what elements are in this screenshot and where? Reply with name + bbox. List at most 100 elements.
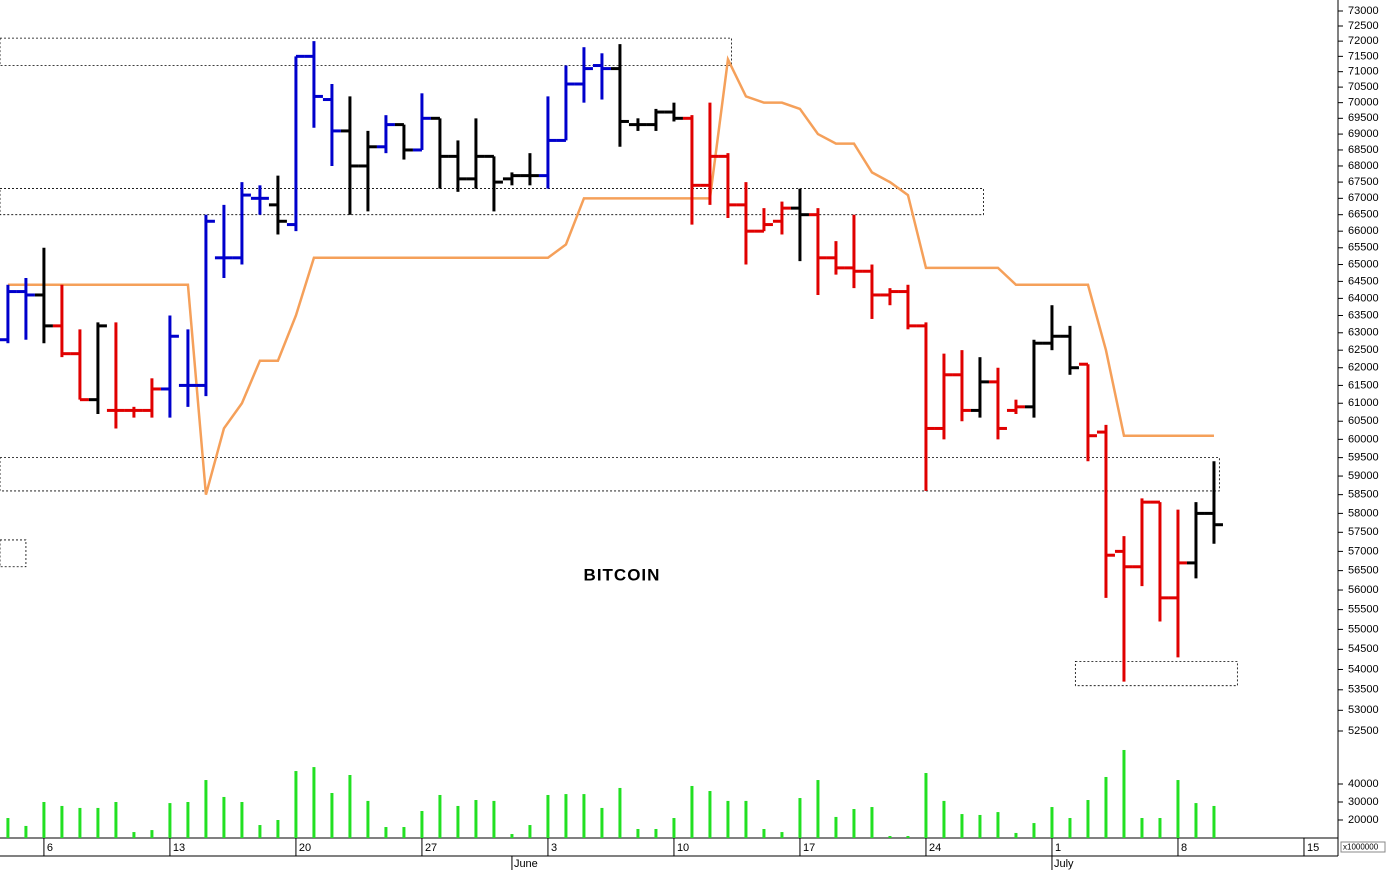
volume-bar bbox=[258, 825, 262, 838]
x-tick-label: 24 bbox=[929, 842, 941, 854]
volume-bar bbox=[978, 814, 982, 838]
y-tick-label: 55500 bbox=[1348, 604, 1379, 616]
volume-bar bbox=[672, 818, 676, 838]
y-tick-label: 59000 bbox=[1348, 470, 1379, 482]
y-tick-label: 71500 bbox=[1348, 50, 1379, 62]
y-tick-label: 57500 bbox=[1348, 526, 1379, 538]
volume-bar bbox=[798, 798, 802, 838]
y-tick-label: 70000 bbox=[1348, 97, 1379, 109]
volume-bar bbox=[96, 807, 100, 838]
volume-bar bbox=[222, 796, 226, 838]
volume-bar bbox=[996, 812, 1000, 838]
y-tick-label: 65500 bbox=[1348, 242, 1379, 254]
zone bbox=[0, 37, 732, 66]
y-tick-label: 53500 bbox=[1348, 684, 1379, 696]
volume-bar bbox=[456, 805, 460, 838]
volume-bar bbox=[1068, 818, 1072, 838]
volume-bar bbox=[924, 773, 928, 838]
x-tick-label: 6 bbox=[47, 842, 53, 854]
y-tick-label: 72500 bbox=[1348, 20, 1379, 32]
volume-bar bbox=[150, 830, 154, 838]
y-tick-label: 68500 bbox=[1348, 144, 1379, 156]
y-tick-label: 63000 bbox=[1348, 327, 1379, 339]
y2-tick-label: 20000 bbox=[1348, 814, 1379, 826]
volume-bar bbox=[1122, 749, 1126, 838]
volume-bar bbox=[1194, 803, 1198, 838]
y-tick-label: 60000 bbox=[1348, 433, 1379, 445]
y-tick-label: 67000 bbox=[1348, 192, 1379, 204]
y-tick-label: 55000 bbox=[1348, 623, 1379, 635]
y-tick-label: 61500 bbox=[1348, 379, 1379, 391]
y-tick-label: 54000 bbox=[1348, 663, 1379, 675]
volume-bar bbox=[492, 800, 496, 838]
y2-unit-label: x1000000 bbox=[1343, 843, 1379, 852]
y-tick-label: 67500 bbox=[1348, 176, 1379, 188]
y-tick-label: 73000 bbox=[1348, 5, 1379, 17]
y-tick-label: 69500 bbox=[1348, 112, 1379, 124]
volume-bar bbox=[726, 800, 730, 838]
y-tick-label: 66500 bbox=[1348, 209, 1379, 221]
volume-bar bbox=[168, 803, 172, 838]
month-label: July bbox=[1054, 858, 1074, 870]
volume-bar bbox=[816, 780, 820, 838]
volume-bar bbox=[780, 832, 784, 838]
volume-bar bbox=[204, 780, 208, 838]
y-tick-label: 61000 bbox=[1348, 397, 1379, 409]
y-tick-label: 66000 bbox=[1348, 225, 1379, 237]
volume-bar bbox=[942, 800, 946, 838]
volume-bar bbox=[60, 805, 64, 838]
y2-tick-label: 40000 bbox=[1348, 778, 1379, 790]
y-tick-label: 64500 bbox=[1348, 275, 1379, 287]
volume-bar bbox=[834, 816, 838, 838]
month-label: June bbox=[514, 858, 538, 870]
volume-bar bbox=[132, 832, 136, 838]
volume-bar bbox=[906, 836, 910, 838]
volume-bar bbox=[1086, 800, 1090, 838]
volume-bar bbox=[240, 802, 244, 838]
volume-bar bbox=[474, 800, 478, 838]
stop-line bbox=[7, 55, 1214, 495]
volume-bar bbox=[690, 785, 694, 838]
volume-bar bbox=[330, 793, 334, 838]
volume-bar bbox=[708, 791, 712, 838]
x-tick-label: 1 bbox=[1055, 842, 1061, 854]
y-tick-label: 72000 bbox=[1348, 35, 1379, 47]
volume-bar bbox=[870, 807, 874, 838]
volume-bar bbox=[618, 787, 622, 838]
volume-bar bbox=[546, 794, 550, 838]
y-tick-label: 65000 bbox=[1348, 258, 1379, 270]
volume-bar bbox=[1158, 818, 1162, 838]
volume-bar bbox=[294, 771, 298, 838]
y-tick-label: 62000 bbox=[1348, 362, 1379, 374]
y-tick-label: 69000 bbox=[1348, 128, 1379, 140]
volume-bar bbox=[654, 829, 658, 838]
volume-bar bbox=[348, 775, 352, 838]
y2-unit-box bbox=[1340, 841, 1386, 853]
y-tick-label: 58500 bbox=[1348, 489, 1379, 501]
x-tick-label: 8 bbox=[1181, 842, 1187, 854]
volume-bar bbox=[42, 802, 46, 838]
volume-bar bbox=[312, 767, 316, 838]
volume-bar bbox=[1050, 807, 1054, 838]
volume-bar bbox=[582, 794, 586, 838]
volume-bar bbox=[24, 825, 28, 838]
volume-bar bbox=[888, 836, 892, 838]
volume-bar bbox=[1104, 776, 1108, 838]
volume-bar bbox=[510, 834, 514, 838]
volume-bar bbox=[186, 802, 190, 838]
volume-bar bbox=[528, 825, 532, 838]
volume-bar bbox=[960, 814, 964, 838]
y-tick-label: 63500 bbox=[1348, 309, 1379, 321]
x-tick-label: 13 bbox=[173, 842, 185, 854]
y-tick-label: 56500 bbox=[1348, 565, 1379, 577]
zone bbox=[0, 188, 984, 216]
volume-bar bbox=[1212, 805, 1216, 838]
x-tick-label: 15 bbox=[1307, 842, 1319, 854]
y-tick-label: 70500 bbox=[1348, 81, 1379, 93]
y-tick-label: 64000 bbox=[1348, 292, 1379, 304]
volume-bar bbox=[762, 829, 766, 838]
volume-bar bbox=[1176, 780, 1180, 838]
volume-bar bbox=[1140, 818, 1144, 838]
